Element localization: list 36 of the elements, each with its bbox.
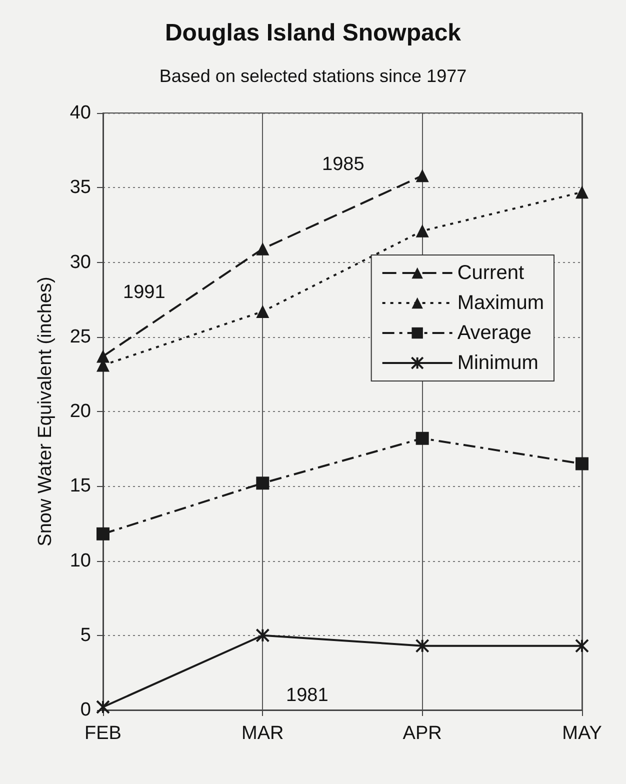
- point: [256, 242, 270, 256]
- x-tick-label: MAR: [242, 723, 284, 744]
- chart-subtitle: Based on selected stations since 1977: [159, 66, 467, 86]
- y-tick-label: 10: [70, 550, 91, 572]
- y-axis-title: Snow Water Equivalent (inches): [35, 276, 56, 546]
- y-tick-label: 20: [70, 401, 91, 422]
- point: [416, 432, 429, 445]
- y-tick-label: 25: [70, 326, 91, 348]
- y-tick-label: 30: [70, 252, 91, 273]
- chart-title: Douglas Island Snowpack: [164, 20, 462, 46]
- annotation: 1991: [123, 282, 166, 303]
- x-tick-label: MAY: [562, 723, 602, 744]
- legend-label: Maximum: [457, 292, 544, 314]
- point: [256, 305, 270, 318]
- y-tick-label: 5: [80, 624, 91, 646]
- annotation: 1985: [322, 154, 364, 175]
- point: [575, 638, 589, 653]
- y-tick-label: 35: [70, 177, 91, 198]
- point: [416, 224, 429, 238]
- y-tick-label: 15: [70, 476, 91, 497]
- point: [256, 476, 270, 490]
- point: [96, 700, 110, 714]
- point: [256, 628, 270, 642]
- point: [576, 457, 588, 470]
- point: [416, 169, 429, 182]
- y-tick-label: 40: [70, 102, 91, 124]
- point: [96, 527, 110, 540]
- annotation: 1981: [286, 685, 328, 706]
- legend-label: Current: [457, 262, 524, 284]
- x-tick-label: APR: [402, 723, 442, 744]
- point: [576, 186, 588, 199]
- x-tick-label: FEB: [84, 723, 122, 744]
- point: [415, 638, 430, 653]
- legend-label: Minimum: [457, 352, 538, 374]
- legend-label: Average: [457, 322, 532, 344]
- y-tick-label: 0: [80, 700, 91, 720]
